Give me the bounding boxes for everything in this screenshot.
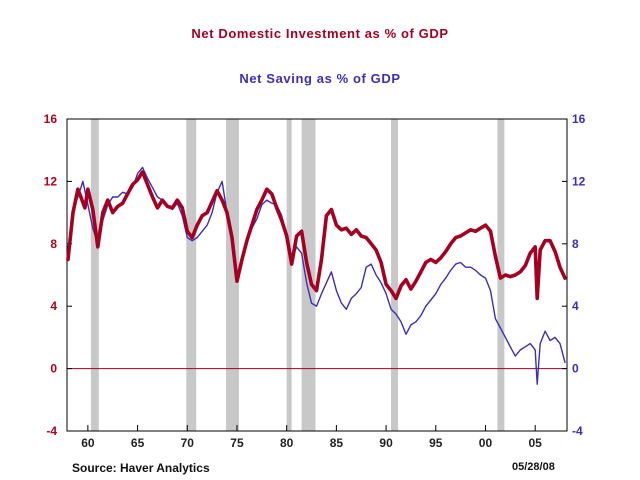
y-tick-label-left: 16 xyxy=(44,112,58,126)
source-note: Source: Haver Analytics xyxy=(72,461,210,475)
x-tick-label: 80 xyxy=(280,436,294,450)
x-tick-label: 90 xyxy=(379,436,393,450)
y-tick-label-right: 4 xyxy=(572,299,579,313)
recession-band-2 xyxy=(186,119,197,431)
x-tick-label: 95 xyxy=(429,436,443,450)
x-tick-label: 75 xyxy=(230,436,244,450)
y-tick-label-right: 8 xyxy=(572,237,579,251)
investment-line xyxy=(66,170,567,301)
recession-band-6 xyxy=(391,119,399,431)
recession-band-4 xyxy=(286,119,292,431)
y-tick-label-left: 4 xyxy=(50,299,57,313)
date-stamp: 05/28/08 xyxy=(512,461,555,473)
x-tick-label: 70 xyxy=(181,436,195,450)
recession-band-1 xyxy=(90,119,99,431)
x-tick-label: 00 xyxy=(479,436,493,450)
plot-frame xyxy=(66,118,568,432)
x-tick-label: 85 xyxy=(330,436,344,450)
x-tick-label: 60 xyxy=(81,436,95,450)
y-tick-label-left: -4 xyxy=(46,424,57,438)
y-tick-label-left: 0 xyxy=(50,362,57,376)
recession-bands xyxy=(90,119,505,431)
x-tick-label: 65 xyxy=(131,436,145,450)
y-tick-label-left: 8 xyxy=(50,237,57,251)
plot-border xyxy=(66,118,568,432)
y-tick-label-right: 0 xyxy=(572,362,579,376)
y-tick-label-right: -4 xyxy=(572,424,583,438)
saving-line xyxy=(72,166,566,385)
recession-band-3 xyxy=(226,119,239,431)
chart-title: Net Domestic Investment as % of GDP xyxy=(191,26,449,41)
series-layer xyxy=(66,166,567,385)
y-tick-label-left: 12 xyxy=(44,174,58,188)
chart-subtitle: Net Saving as % of GDP xyxy=(239,71,401,86)
y-tick-label-right: 16 xyxy=(572,112,586,126)
x-tick-label: 05 xyxy=(529,436,543,450)
y-tick-label-right: 12 xyxy=(572,174,586,188)
